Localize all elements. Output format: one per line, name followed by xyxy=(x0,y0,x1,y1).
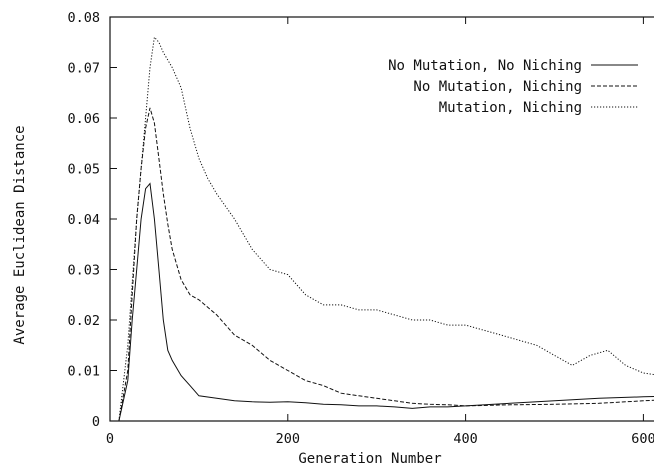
series-line-1 xyxy=(118,182,654,422)
axes: 0200400600800100000.010.020.030.040.050.… xyxy=(67,10,654,447)
y-axis-title: Average Euclidean Distance xyxy=(12,125,28,344)
y-tick-label: 0.02 xyxy=(67,313,100,329)
y-tick-label: 0.04 xyxy=(67,212,100,228)
plot-frame xyxy=(109,16,654,422)
y-tick-label: 0.05 xyxy=(67,162,100,178)
x-tick-label: 600 xyxy=(631,431,654,447)
legend-label: Mutation, Niching xyxy=(439,100,582,116)
series-lines xyxy=(118,36,654,422)
y-tick-label: 0.08 xyxy=(67,10,100,26)
x-tick-label: 200 xyxy=(276,431,300,447)
y-tick-label: 0.03 xyxy=(67,263,100,279)
y-tick-label: 0.07 xyxy=(67,61,100,77)
x-tick-label: 400 xyxy=(453,431,477,447)
legend-label: No Mutation, Niching xyxy=(413,79,582,95)
series-line-3 xyxy=(118,36,654,422)
legend: No Mutation, No Niching No Mutation, Nich… xyxy=(388,58,638,116)
y-tick-label: 0.01 xyxy=(67,364,100,380)
legend-label: No Mutation, No Niching xyxy=(388,58,582,74)
y-tick-label: 0 xyxy=(92,414,100,430)
x-axis-title: Generation Number xyxy=(298,451,441,466)
y-tick-label: 0.06 xyxy=(67,111,100,127)
x-tick-label: 0 xyxy=(106,431,114,447)
series-line-2 xyxy=(118,107,654,422)
